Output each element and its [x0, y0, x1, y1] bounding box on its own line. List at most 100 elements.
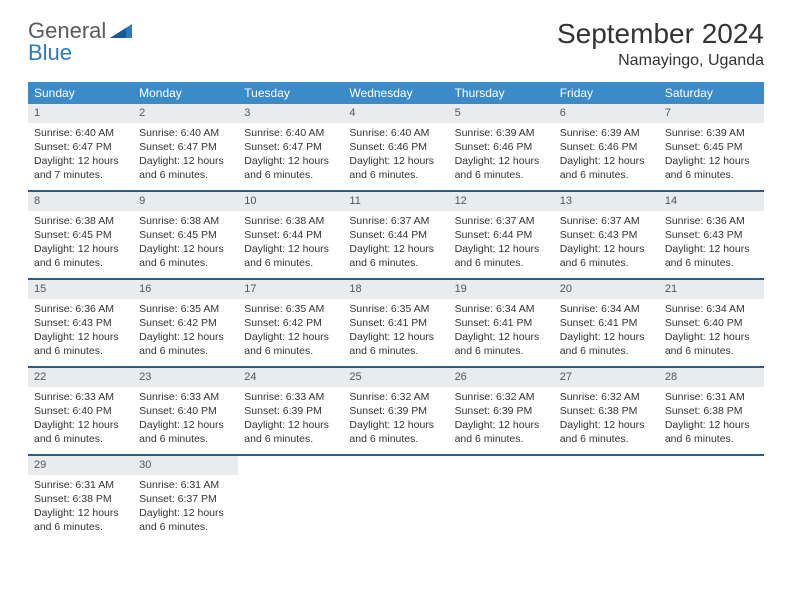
brand-triangle-icon: [110, 18, 132, 44]
week-row: 1Sunrise: 6:40 AMSunset: 6:47 PMDaylight…: [28, 104, 764, 190]
sunset-line: Sunset: 6:38 PM: [34, 492, 127, 506]
dayhead: Wednesday: [343, 82, 448, 104]
day-cell: 28Sunrise: 6:31 AMSunset: 6:38 PMDayligh…: [659, 368, 764, 454]
sunset-line: Sunset: 6:45 PM: [139, 228, 232, 242]
day-body: Sunrise: 6:40 AMSunset: 6:46 PMDaylight:…: [343, 123, 448, 188]
day-number: 2: [133, 104, 238, 123]
daylight-line: Daylight: 12 hours and 6 minutes.: [560, 242, 653, 270]
sunrise-line: Sunrise: 6:40 AM: [34, 126, 127, 140]
dayhead: Thursday: [449, 82, 554, 104]
daylight-line: Daylight: 12 hours and 6 minutes.: [665, 330, 758, 358]
day-cell: 26Sunrise: 6:32 AMSunset: 6:39 PMDayligh…: [449, 368, 554, 454]
sunrise-line: Sunrise: 6:37 AM: [455, 214, 548, 228]
day-body: Sunrise: 6:31 AMSunset: 6:38 PMDaylight:…: [659, 387, 764, 452]
sunrise-line: Sunrise: 6:38 AM: [139, 214, 232, 228]
day-body: Sunrise: 6:37 AMSunset: 6:44 PMDaylight:…: [449, 211, 554, 276]
daylight-line: Daylight: 12 hours and 6 minutes.: [455, 154, 548, 182]
daylight-line: Daylight: 12 hours and 6 minutes.: [139, 154, 232, 182]
sunset-line: Sunset: 6:40 PM: [34, 404, 127, 418]
sunrise-line: Sunrise: 6:39 AM: [455, 126, 548, 140]
sunrise-line: Sunrise: 6:32 AM: [560, 390, 653, 404]
sunrise-line: Sunrise: 6:39 AM: [560, 126, 653, 140]
day-body: Sunrise: 6:35 AMSunset: 6:42 PMDaylight:…: [238, 299, 343, 364]
day-number: 3: [238, 104, 343, 123]
daylight-line: Daylight: 12 hours and 6 minutes.: [665, 418, 758, 446]
sunset-line: Sunset: 6:43 PM: [560, 228, 653, 242]
day-number: 19: [449, 280, 554, 299]
day-body: Sunrise: 6:34 AMSunset: 6:41 PMDaylight:…: [554, 299, 659, 364]
week-row: 15Sunrise: 6:36 AMSunset: 6:43 PMDayligh…: [28, 278, 764, 366]
day-cell: 19Sunrise: 6:34 AMSunset: 6:41 PMDayligh…: [449, 280, 554, 366]
day-number: 11: [343, 192, 448, 211]
daylight-line: Daylight: 12 hours and 6 minutes.: [139, 242, 232, 270]
day-cell: 16Sunrise: 6:35 AMSunset: 6:42 PMDayligh…: [133, 280, 238, 366]
sunrise-line: Sunrise: 6:40 AM: [244, 126, 337, 140]
day-number: 5: [449, 104, 554, 123]
sunset-line: Sunset: 6:45 PM: [665, 140, 758, 154]
sunset-line: Sunset: 6:42 PM: [139, 316, 232, 330]
day-number: 17: [238, 280, 343, 299]
day-number: 23: [133, 368, 238, 387]
day-cell: 18Sunrise: 6:35 AMSunset: 6:41 PMDayligh…: [343, 280, 448, 366]
sunrise-line: Sunrise: 6:39 AM: [665, 126, 758, 140]
day-cell: 23Sunrise: 6:33 AMSunset: 6:40 PMDayligh…: [133, 368, 238, 454]
day-number: 24: [238, 368, 343, 387]
sunset-line: Sunset: 6:38 PM: [560, 404, 653, 418]
sunrise-line: Sunrise: 6:40 AM: [349, 126, 442, 140]
day-cell: 7Sunrise: 6:39 AMSunset: 6:45 PMDaylight…: [659, 104, 764, 190]
sunset-line: Sunset: 6:43 PM: [665, 228, 758, 242]
day-cell: 2Sunrise: 6:40 AMSunset: 6:47 PMDaylight…: [133, 104, 238, 190]
day-body: Sunrise: 6:33 AMSunset: 6:40 PMDaylight:…: [28, 387, 133, 452]
day-body: Sunrise: 6:39 AMSunset: 6:46 PMDaylight:…: [554, 123, 659, 188]
empty-cell: [554, 456, 659, 542]
daylight-line: Daylight: 12 hours and 6 minutes.: [455, 418, 548, 446]
dayhead: Tuesday: [238, 82, 343, 104]
daylight-line: Daylight: 12 hours and 6 minutes.: [560, 154, 653, 182]
day-body: Sunrise: 6:36 AMSunset: 6:43 PMDaylight:…: [28, 299, 133, 364]
day-body: Sunrise: 6:31 AMSunset: 6:37 PMDaylight:…: [133, 475, 238, 540]
empty-cell: [238, 456, 343, 542]
day-body: Sunrise: 6:40 AMSunset: 6:47 PMDaylight:…: [28, 123, 133, 188]
sunrise-line: Sunrise: 6:37 AM: [560, 214, 653, 228]
day-body: Sunrise: 6:33 AMSunset: 6:39 PMDaylight:…: [238, 387, 343, 452]
day-number: 16: [133, 280, 238, 299]
day-cell: 30Sunrise: 6:31 AMSunset: 6:37 PMDayligh…: [133, 456, 238, 542]
week-row: 29Sunrise: 6:31 AMSunset: 6:38 PMDayligh…: [28, 454, 764, 542]
day-cell: 21Sunrise: 6:34 AMSunset: 6:40 PMDayligh…: [659, 280, 764, 366]
day-number: 9: [133, 192, 238, 211]
day-number: 20: [554, 280, 659, 299]
day-cell: 11Sunrise: 6:37 AMSunset: 6:44 PMDayligh…: [343, 192, 448, 278]
day-number: 8: [28, 192, 133, 211]
day-number: 28: [659, 368, 764, 387]
calendar-grid: SundayMondayTuesdayWednesdayThursdayFrid…: [28, 82, 764, 542]
daylight-line: Daylight: 12 hours and 6 minutes.: [244, 242, 337, 270]
sunrise-line: Sunrise: 6:40 AM: [139, 126, 232, 140]
sunset-line: Sunset: 6:43 PM: [34, 316, 127, 330]
day-cell: 22Sunrise: 6:33 AMSunset: 6:40 PMDayligh…: [28, 368, 133, 454]
dayhead: Monday: [133, 82, 238, 104]
sunset-line: Sunset: 6:40 PM: [139, 404, 232, 418]
sunrise-line: Sunrise: 6:31 AM: [34, 478, 127, 492]
day-body: Sunrise: 6:40 AMSunset: 6:47 PMDaylight:…: [238, 123, 343, 188]
dayhead: Friday: [554, 82, 659, 104]
sunset-line: Sunset: 6:46 PM: [560, 140, 653, 154]
day-number: 7: [659, 104, 764, 123]
day-body: Sunrise: 6:34 AMSunset: 6:40 PMDaylight:…: [659, 299, 764, 364]
sunset-line: Sunset: 6:45 PM: [34, 228, 127, 242]
day-number: 15: [28, 280, 133, 299]
day-number: 29: [28, 456, 133, 475]
sunset-line: Sunset: 6:42 PM: [244, 316, 337, 330]
empty-cell: [659, 456, 764, 542]
sunrise-line: Sunrise: 6:37 AM: [349, 214, 442, 228]
week-row: 8Sunrise: 6:38 AMSunset: 6:45 PMDaylight…: [28, 190, 764, 278]
day-number: 25: [343, 368, 448, 387]
week-row: 22Sunrise: 6:33 AMSunset: 6:40 PMDayligh…: [28, 366, 764, 454]
day-body: Sunrise: 6:38 AMSunset: 6:45 PMDaylight:…: [133, 211, 238, 276]
day-cell: 4Sunrise: 6:40 AMSunset: 6:46 PMDaylight…: [343, 104, 448, 190]
brand-name-2: Blue: [28, 40, 72, 66]
day-body: Sunrise: 6:35 AMSunset: 6:42 PMDaylight:…: [133, 299, 238, 364]
sunrise-line: Sunrise: 6:33 AM: [34, 390, 127, 404]
day-body: Sunrise: 6:32 AMSunset: 6:39 PMDaylight:…: [449, 387, 554, 452]
day-cell: 3Sunrise: 6:40 AMSunset: 6:47 PMDaylight…: [238, 104, 343, 190]
sunrise-line: Sunrise: 6:33 AM: [244, 390, 337, 404]
